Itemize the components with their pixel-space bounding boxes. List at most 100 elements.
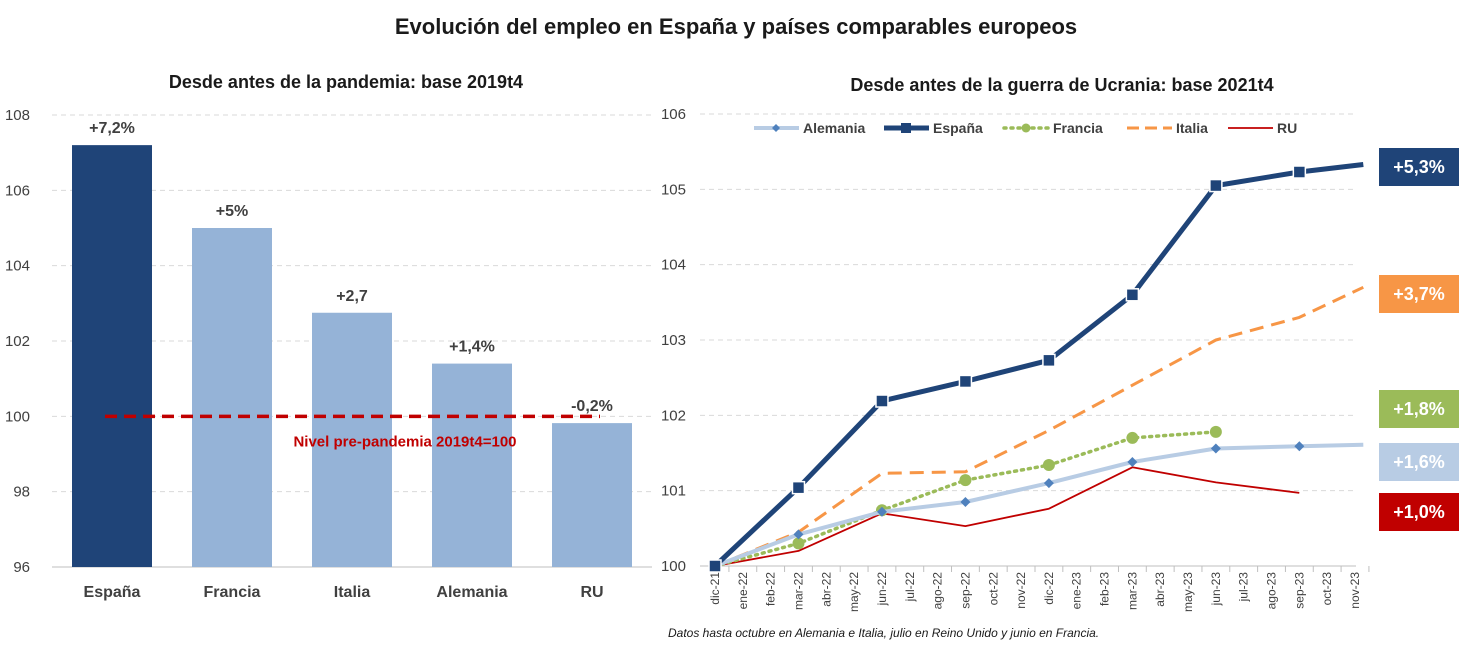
end-badge-francia: [1379, 390, 1459, 428]
point-marker-españa: [1042, 353, 1056, 368]
x-tick-label: may-23: [1181, 572, 1195, 612]
end-badge-label: +1,6%: [1393, 452, 1445, 472]
point-marker-españa: [791, 480, 806, 495]
legend-marker: [901, 123, 911, 133]
category-label: Italia: [334, 584, 371, 601]
point-marker-alemania: [1210, 443, 1221, 454]
point-marker-españa: [708, 559, 722, 573]
x-tick-label: feb-22: [764, 572, 778, 606]
legend-marker: [1021, 123, 1031, 133]
y-tick-label: 106: [5, 182, 30, 199]
category-label: Francia: [204, 584, 261, 601]
x-tick-label: ago-23: [1265, 572, 1279, 610]
left-bar-chart: 96 98 100 102 104 106 108 +7,2% España +5% Francia…: [5, 107, 652, 601]
point-marker-españa: [1292, 165, 1307, 179]
end-value-badges: +5,3% +3,7% +1,8% +1,6% +1,0%: [1379, 148, 1459, 531]
x-tick-label: nov-22: [1014, 572, 1028, 609]
x-tick-label: oct-23: [1320, 572, 1334, 606]
y-tick-label: 104: [661, 257, 686, 274]
legend-label-ru: RU: [1277, 120, 1297, 136]
bar-alemania: [432, 363, 512, 567]
point-marker-alemania: [1043, 478, 1054, 489]
reference-line-label: Nivel pre-pandemia 2019t4=100: [293, 433, 516, 450]
y-tick-label: 108: [5, 107, 30, 124]
legend-label-alemania: Alemania: [803, 120, 865, 136]
x-tick-label: jul-23: [1237, 572, 1251, 603]
point-marker-españa: [1209, 178, 1223, 193]
series-line-españa: [713, 162, 1364, 568]
right-line-chart: 100 101 102 103 104 105 106 dic-21 ene-22 feb-22 m…: [661, 106, 1370, 612]
line-chart-legend: Alemania España Francia Italia RU: [754, 120, 1297, 136]
x-tick-label: sep-22: [958, 572, 972, 609]
point-marker-españa: [875, 394, 889, 408]
x-tick-label: nov-23: [1348, 572, 1362, 609]
end-badge-españa: [1379, 148, 1459, 186]
point-marker-alemania: [960, 496, 971, 507]
y-tick-label: 104: [5, 258, 30, 275]
bar-italia: [312, 312, 392, 567]
x-tick-label: jun-22: [875, 572, 889, 607]
point-marker-españa: [1125, 288, 1140, 302]
y-tick-label: 105: [661, 181, 686, 198]
point-marker-alemania: [1127, 457, 1138, 468]
x-tick-label: ene-22: [736, 572, 750, 610]
y-tick-label: 100: [5, 408, 30, 425]
legend-label-españa: España: [933, 120, 983, 136]
legend-label-italia: Italia: [1176, 120, 1208, 136]
point-marker-francia: [1126, 431, 1139, 444]
y-tick-label: 100: [661, 558, 686, 575]
x-tick-label: ago-22: [931, 572, 945, 610]
end-badge-alemania: [1379, 443, 1459, 481]
end-badge-label: +5,3%: [1393, 157, 1445, 177]
end-badge-label: +1,0%: [1393, 502, 1445, 522]
x-tick-label: may-22: [847, 572, 861, 612]
end-badge-ru: [1379, 493, 1459, 531]
category-label: RU: [580, 584, 603, 601]
end-badge-italia: [1379, 275, 1459, 313]
x-tick-label: oct-22: [986, 572, 1000, 606]
y-tick-label: 102: [5, 333, 30, 350]
x-tick-label: jul-22: [903, 572, 917, 603]
x-tick-label: feb-23: [1098, 572, 1112, 606]
bar-data-label: -0,2%: [571, 398, 613, 415]
point-marker-francia: [1209, 425, 1222, 438]
x-tick-label: dic-22: [1042, 572, 1056, 605]
point-marker-alemania: [793, 529, 804, 540]
x-tick-label: mar-22: [791, 572, 805, 610]
x-tick-label: abr-22: [819, 572, 833, 607]
bar-data-label: +7,2%: [89, 120, 135, 137]
point-marker-alemania: [1294, 441, 1305, 452]
right-chart-title: Desde antes de la guerra de Ucrania: bas…: [850, 75, 1273, 95]
bar-españa: [72, 145, 152, 567]
x-tick-label: dic-21: [708, 572, 722, 605]
point-marker-francia: [792, 537, 805, 550]
bar-data-label: +1,4%: [449, 339, 495, 356]
y-tick-label: 101: [661, 483, 686, 500]
legend-marker: [772, 124, 780, 132]
series-line-alemania: [714, 442, 1364, 568]
x-tick-label: mar-23: [1125, 572, 1139, 610]
x-tick-label: jun-23: [1209, 572, 1223, 607]
y-tick-label: 96: [13, 559, 30, 576]
end-badge-label: +3,7%: [1393, 284, 1445, 304]
y-tick-label: 102: [661, 407, 686, 424]
y-tick-label: 106: [661, 106, 686, 123]
bar-francia: [192, 228, 272, 567]
category-label: España: [84, 584, 141, 601]
series-line-italia: [714, 285, 1364, 568]
footnote: Datos hasta octubre en Alemania e Italia…: [668, 626, 1100, 640]
point-marker-alemania: [876, 506, 887, 517]
series-line-ru: [714, 466, 1300, 567]
x-tick-label: sep-23: [1292, 572, 1306, 609]
x-tick-label: ene-23: [1070, 572, 1084, 610]
end-badge-label: +1,8%: [1393, 399, 1445, 419]
x-tick-label: abr-23: [1153, 572, 1167, 607]
y-tick-label: 103: [661, 332, 686, 349]
point-marker-francia: [959, 474, 972, 487]
main-title: Evolución del empleo en España y países …: [394, 14, 1078, 39]
point-marker-españa: [958, 374, 973, 389]
point-marker-francia: [1042, 459, 1055, 472]
bar-ru: [552, 423, 632, 567]
bar-data-label: +2,7: [336, 288, 368, 305]
